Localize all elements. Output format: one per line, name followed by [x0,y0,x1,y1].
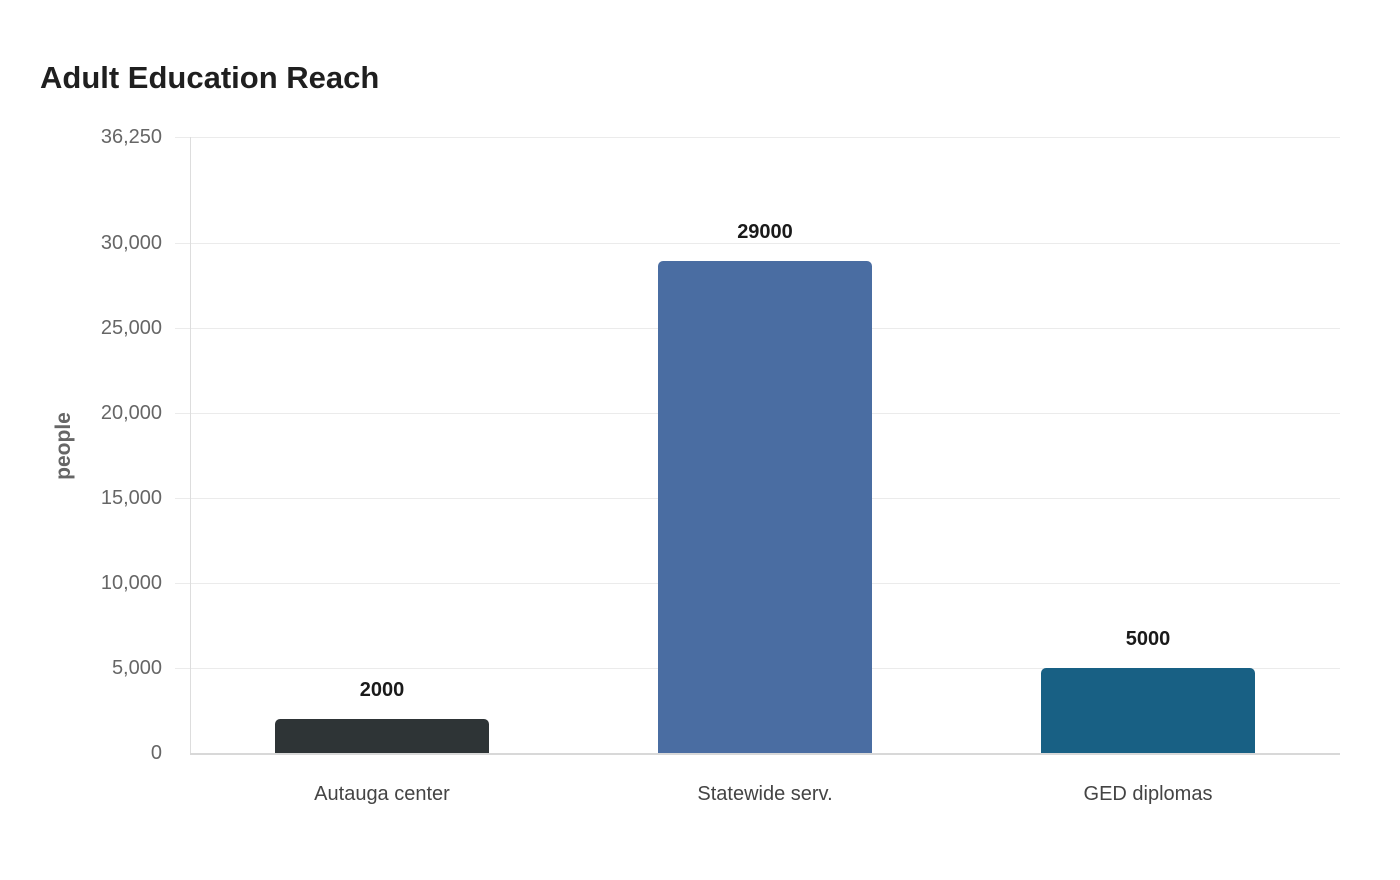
y-tick-label: 36,250 [100,126,162,148]
data-label: 29000 [737,221,793,243]
y-axis-label: people [52,412,75,480]
gridline [175,137,1340,138]
y-tick-label: 15,000 [100,487,162,509]
x-tick-label: Autauga center [314,783,450,805]
bar-statewide-serv[interactable] [658,261,872,753]
y-tick-label: 10,000 [100,572,162,594]
y-axis-line [190,137,191,754]
data-label: 2000 [359,679,405,701]
x-tick-label: GED diplomas [1083,783,1213,805]
y-tick-label: 25,000 [100,317,162,339]
x-tick-label: Statewide serv. [697,783,833,805]
y-tick-label: 0 [150,742,162,764]
x-axis-line [190,753,1340,755]
y-tick-label: 20,000 [100,402,162,424]
gridline [175,243,1340,244]
data-label: 5000 [1125,628,1171,650]
bar-ged-diplomas[interactable] [1041,668,1255,753]
y-tick-label: 5,000 [111,657,162,679]
y-tick-label: 30,000 [100,232,162,254]
chart-title: Adult Education Reach [40,60,380,95]
bar-autauga-center[interactable] [275,719,489,753]
